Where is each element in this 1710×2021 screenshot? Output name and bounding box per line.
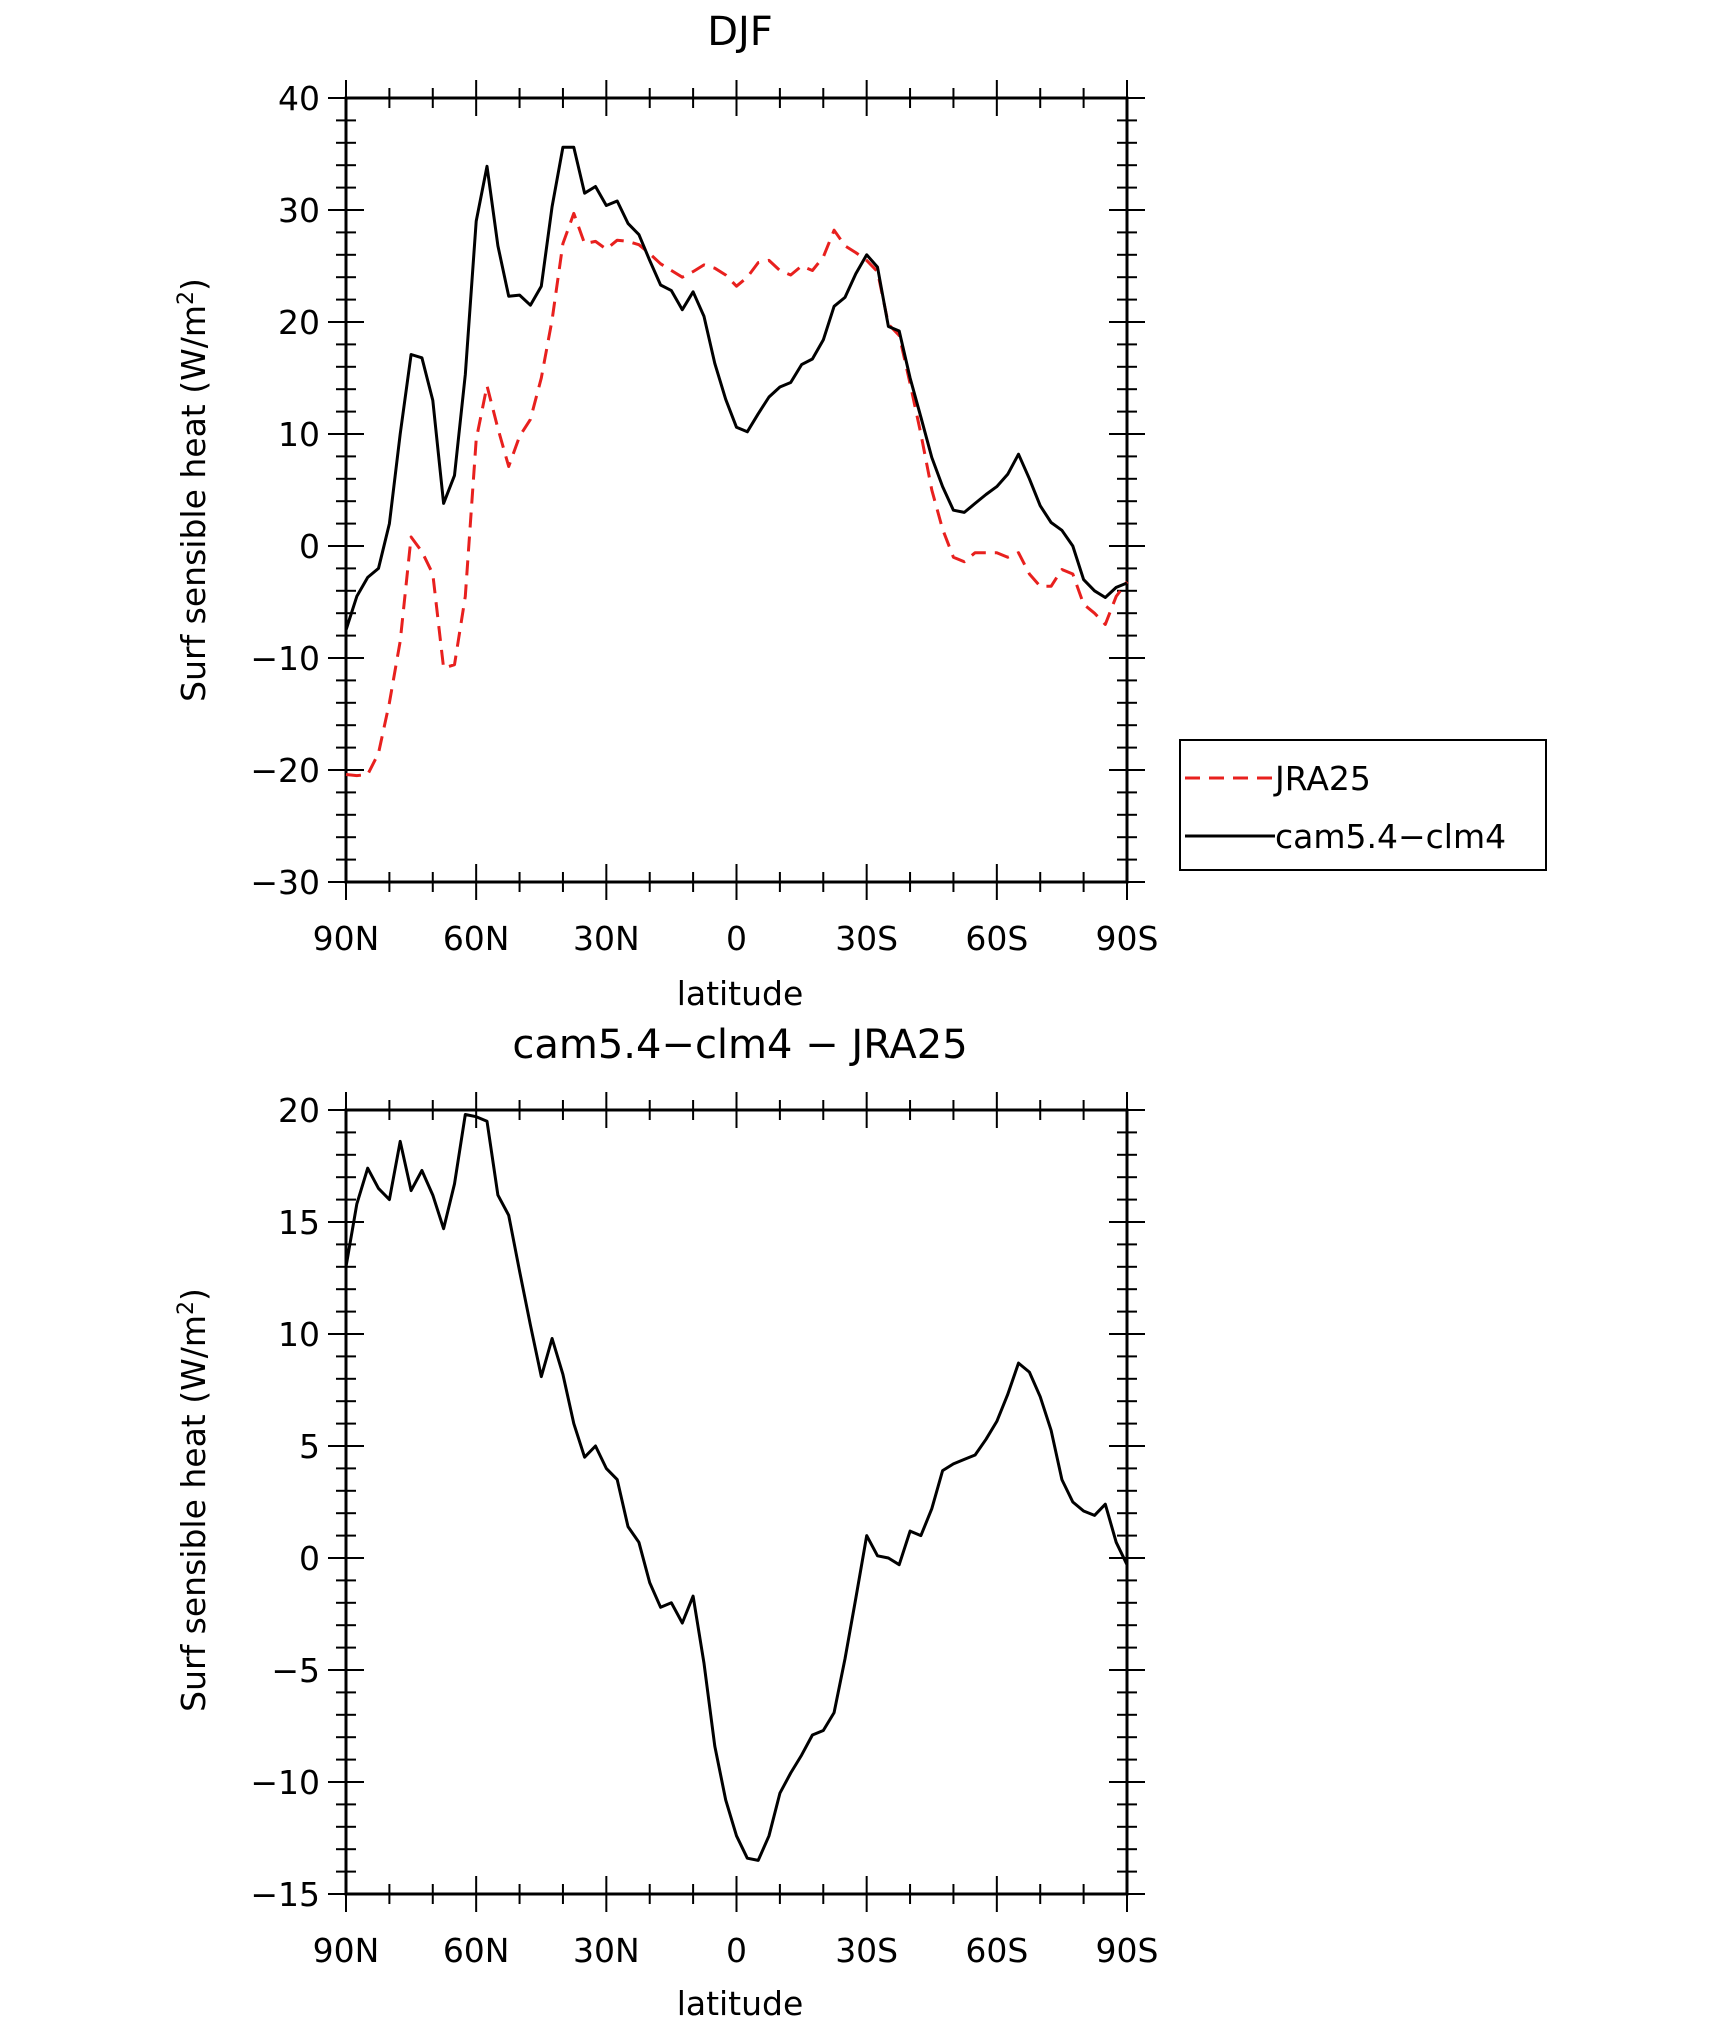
top-x-tick-label: 30S: [835, 919, 898, 958]
bottom-x-tick-label: 90N: [313, 1931, 380, 1970]
bottom-y-tick-label: 15: [278, 1203, 320, 1242]
bottom-y-axis-label-group: Surf sensible heat (W/m2): [174, 1288, 213, 1712]
bottom-x-axis-label: latitude: [677, 1984, 804, 2021]
top-x-tick-label: 90S: [1096, 919, 1159, 958]
top-x-tick-label: 60N: [443, 919, 510, 958]
bottom-y-tick-label: −5: [271, 1651, 320, 1690]
top-plot-frame: [344, 96, 1129, 884]
bottom-series-line-0: [344, 1113, 1129, 1862]
bottom-y-tick-label: 5: [299, 1427, 320, 1466]
bottom-y-tick-label: 10: [278, 1315, 320, 1354]
top-axis-ticks: [328, 80, 1145, 900]
top-y-tick-label: 10: [278, 415, 320, 454]
top-y-axis-label: Surf sensible heat (W/m2): [174, 278, 213, 702]
bottom-y-axis-label: Surf sensible heat (W/m2): [174, 1288, 213, 1712]
bottom-x-tick-label: 30N: [573, 1931, 640, 1970]
legend-label-cam54: cam5.4−clm4: [1275, 817, 1506, 856]
legend-label-jra25: JRA25: [1273, 759, 1371, 798]
top-y-axis-label-main: Surf sensible heat (W/m: [174, 305, 213, 702]
bottom-chart-title: cam5.4−clm4 − JRA25: [512, 1022, 967, 1068]
bottom-y-tick-label: 0: [299, 1539, 320, 1578]
bottom-x-tick-label: 90S: [1096, 1931, 1159, 1970]
top-x-tick-label: 60S: [965, 919, 1028, 958]
bottom-y-axis-label-main: Surf sensible heat (W/m: [174, 1315, 213, 1712]
top-y-tick-label: −30: [250, 863, 320, 902]
top-tick-labels: 90N 60N 30N 0 30S 60S 90S 40 30 20 10 0 −10 −20 −30: [250, 79, 1158, 958]
bottom-y-axis-label-end: ): [174, 1288, 213, 1301]
top-y-tick-label: 0: [299, 527, 320, 566]
top-y-tick-label: 40: [278, 79, 320, 118]
top-y-tick-label: 30: [278, 191, 320, 230]
top-y-axis-label-end: ): [174, 278, 213, 291]
top-y-axis-label-superscript: 2: [174, 291, 199, 305]
top-x-tick-label: 30N: [573, 919, 640, 958]
bottom-panel-difference: cam5.4−clm4 − JRA25 Surf sensible heat (…: [174, 1022, 1158, 2021]
bottom-y-axis-label-superscript: 2: [174, 1301, 199, 1315]
bottom-plot-frame: [344, 1108, 1129, 1896]
top-x-axis-label: latitude: [677, 974, 804, 1013]
bottom-x-tick-label: 60S: [965, 1931, 1028, 1970]
bottom-x-tick-label: 0: [726, 1931, 747, 1970]
legend: JRA25 cam5.4−clm4: [1179, 739, 1547, 871]
top-chart-title: DJF: [707, 9, 773, 55]
top-x-tick-label: 90N: [313, 919, 380, 958]
bottom-series-lines: [344, 1113, 1129, 1862]
bottom-axis-ticks: [328, 1092, 1145, 1912]
top-panel-djf: DJF Surf sensible heat (W/m2) latitude 9…: [174, 9, 1158, 1013]
top-x-tick-label: 0: [726, 919, 747, 958]
top-y-tick-label: −20: [250, 751, 320, 790]
bottom-tick-labels: 90N 60N 30N 0 30S 60S 90S 20 15 10 5 0 −5 −10 −15: [250, 1091, 1158, 1970]
top-series-line-0: [345, 211, 1129, 778]
bottom-x-tick-label: 30S: [835, 1931, 898, 1970]
top-series-line-1: [344, 145, 1128, 631]
legend-box: [1179, 739, 1547, 871]
top-y-tick-label: −10: [250, 639, 320, 678]
bottom-x-tick-label: 60N: [443, 1931, 510, 1970]
top-y-tick-label: 20: [278, 303, 320, 342]
bottom-y-tick-label: 20: [278, 1091, 320, 1130]
bottom-y-tick-label: −10: [250, 1763, 320, 1802]
top-series-lines: [344, 145, 1129, 778]
bottom-y-tick-label: −15: [250, 1875, 320, 1914]
top-y-axis-label-group: Surf sensible heat (W/m2): [174, 278, 213, 702]
